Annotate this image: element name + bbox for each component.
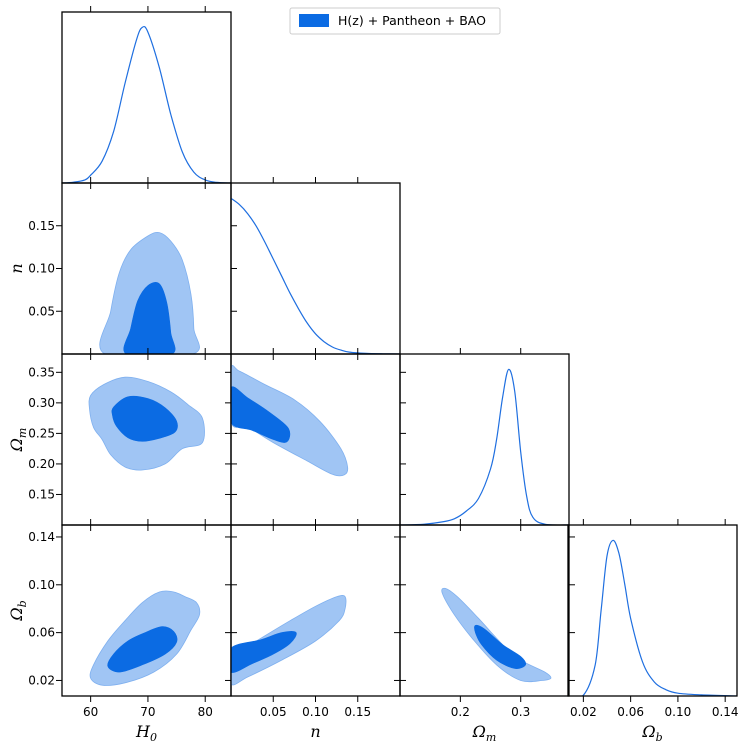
axis-label-Ob: Ωb <box>7 600 29 621</box>
contour-68-Om-Ob <box>474 624 527 669</box>
ytick-label-n: 0.15 <box>28 219 55 233</box>
ytick-label-Om: 0.20 <box>28 457 55 471</box>
panel-n-Om <box>225 348 406 531</box>
contour-68-n-Ob <box>231 631 297 673</box>
contour-68-n-Om <box>231 386 291 443</box>
xtick-label-H0: 80 <box>198 705 213 719</box>
panel-H0-H0 <box>61 6 232 189</box>
xtick-label-n: 0.05 <box>260 705 287 719</box>
frame-Om-Ob <box>399 524 570 697</box>
legend: H(z) + Pantheon + BAO <box>289 7 501 35</box>
panel-content <box>231 595 347 686</box>
xtick-label-Ob: 0.10 <box>665 705 692 719</box>
panel-H0-n: 0.05 0.10 0.15 <box>28 177 237 360</box>
contour-68-H0-n <box>123 282 176 354</box>
xtick-label-n: 0.15 <box>344 705 371 719</box>
panel-content <box>88 376 205 471</box>
panel-H0-Ob: 60 70 80 0.02 0.06 0.10 0.14 <box>28 519 237 719</box>
panel-Om-Ob: 0.2 0.3 <box>394 519 575 719</box>
ytick-label-Ob: 0.06 <box>28 626 55 640</box>
contour-95-Om-Ob <box>441 587 552 683</box>
ytick-label-Om: 0.25 <box>28 426 55 440</box>
ytick-label-Om: 0.35 <box>28 365 55 379</box>
ytick-label-Ob: 0.02 <box>28 673 55 687</box>
panels-group: 0.05 0.10 0.15 0.15 0.20 0.25 0.30 0.35 60 70 80 0.… <box>28 6 739 719</box>
panel-content <box>62 25 231 183</box>
panel-content <box>568 539 737 696</box>
marginal-curve-n <box>231 197 400 354</box>
frame-n-n <box>230 182 401 355</box>
xtick-label-Om: 0.3 <box>511 705 530 719</box>
ytick-label-Om: 0.15 <box>28 487 55 501</box>
ytick-label-Ob: 0.10 <box>28 578 55 592</box>
xtick-label-n: 0.10 <box>302 705 329 719</box>
panel-Ob-Ob: 0.02 0.06 0.10 0.14 <box>567 519 739 719</box>
xtick-label-H0: 70 <box>140 705 155 719</box>
panel-content <box>400 368 569 525</box>
xtick-label-Ob: 0.06 <box>617 705 644 719</box>
xtick-label-Om: 0.2 <box>451 705 470 719</box>
xtick-label-H0: 60 <box>83 705 98 719</box>
marginal-curve-Ob <box>568 539 737 696</box>
frame-Ob-Ob <box>567 524 738 697</box>
frame-H0-H0 <box>61 11 232 184</box>
axis-label-n: n <box>310 722 320 741</box>
axis-label-Om: Ωm <box>7 428 29 453</box>
panel-H0-Om: 0.15 0.20 0.25 0.30 0.35 <box>28 348 237 531</box>
labels-group: H0 n Ωm Ωb n Ωm Ωb <box>7 263 663 744</box>
legend-swatch <box>299 14 329 27</box>
panel-content <box>89 590 201 686</box>
panel-content <box>231 197 400 354</box>
axis-label-H0: H0 <box>135 722 157 744</box>
axis-label-Om: Ωm <box>472 722 497 744</box>
panel-Om-Om <box>399 348 570 531</box>
ytick-label-Om: 0.30 <box>28 396 55 410</box>
marginal-curve-H0 <box>62 25 231 183</box>
panel-content <box>231 365 349 477</box>
xtick-label-Ob: 0.14 <box>712 705 739 719</box>
contour-68-H0-Ob <box>107 626 178 673</box>
panel-content <box>441 587 552 683</box>
frame-Om-Om <box>399 353 570 526</box>
marginal-curve-Om <box>400 368 569 525</box>
legend-label: H(z) + Pantheon + BAO <box>338 13 486 28</box>
contour-68-H0-Om <box>111 395 178 442</box>
axis-label-n: n <box>7 263 26 273</box>
panel-content <box>99 231 200 354</box>
ytick-label-Ob: 0.14 <box>28 530 55 544</box>
panel-n-n <box>230 177 401 360</box>
xtick-label-Ob: 0.02 <box>570 705 597 719</box>
panel-n-Ob: 0.05 0.10 0.15 <box>225 519 406 719</box>
ytick-label-n: 0.05 <box>28 304 55 318</box>
ytick-label-n: 0.10 <box>28 262 55 276</box>
axis-label-Ob: Ωb <box>641 722 662 744</box>
